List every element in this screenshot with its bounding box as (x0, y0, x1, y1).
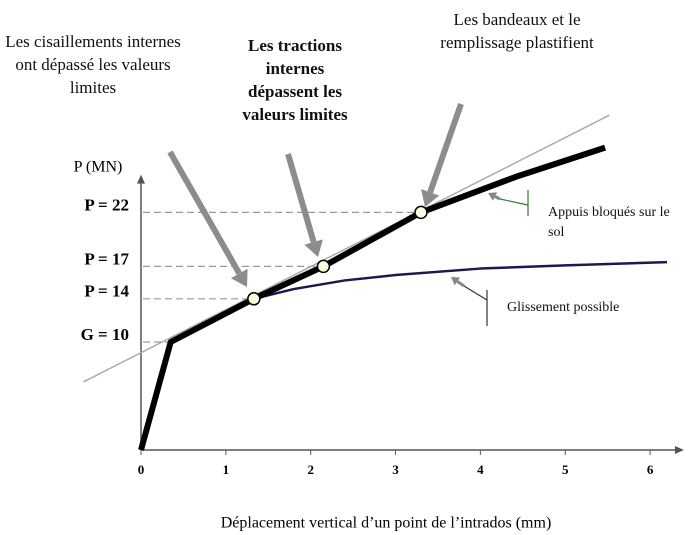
x-tick-label: 4 (477, 462, 484, 477)
x-tick-label: 1 (223, 462, 230, 477)
point-marker (414, 205, 428, 220)
label-bracket (499, 198, 529, 206)
annotation-arrow-head (230, 268, 248, 287)
label-bracket (463, 285, 488, 301)
series-label: Glissement possible (507, 300, 620, 315)
annotation-arrow (167, 150, 242, 275)
label-pointer-head (451, 277, 461, 286)
annotation-arrow (285, 153, 317, 243)
y-axis-arrow (137, 174, 145, 184)
annotation: Les tractions internes dépassent les val… (242, 36, 348, 124)
annotation-arrow (427, 103, 464, 194)
y-tick-label: P = 17 (84, 249, 129, 268)
y-tick-label: P = 14 (84, 282, 129, 301)
annotation-arrow-head (304, 239, 323, 257)
x-tick-label: 0 (138, 462, 145, 477)
series-label: Appuis bloqués sur le sol (548, 205, 670, 240)
x-axis-arrow (675, 446, 684, 454)
series-line (82, 114, 610, 383)
point-marker (247, 292, 261, 306)
x-tick-label: 5 (562, 462, 569, 477)
x-axis-label: Déplacement vertical d’un point de l’int… (221, 515, 552, 532)
annotation: Les cisaillements internes ont dépassé l… (5, 32, 181, 97)
label-pointer (494, 195, 501, 201)
y-axis-label: P (MN) (74, 159, 123, 176)
annotation-arrow-head (421, 189, 440, 207)
point-marker (316, 259, 331, 274)
label-pointer (456, 280, 465, 288)
annotation: Les bandeaux et le remplissage plastifie… (440, 10, 594, 52)
series-line (253, 260, 668, 301)
x-tick-label: 2 (307, 462, 314, 477)
y-tick-label: G = 10 (81, 325, 129, 344)
y-tick-label: P = 22 (84, 195, 129, 214)
x-tick-label: 6 (647, 462, 654, 477)
label-pointer-head (488, 192, 498, 201)
x-tick-label: 3 (392, 462, 399, 477)
